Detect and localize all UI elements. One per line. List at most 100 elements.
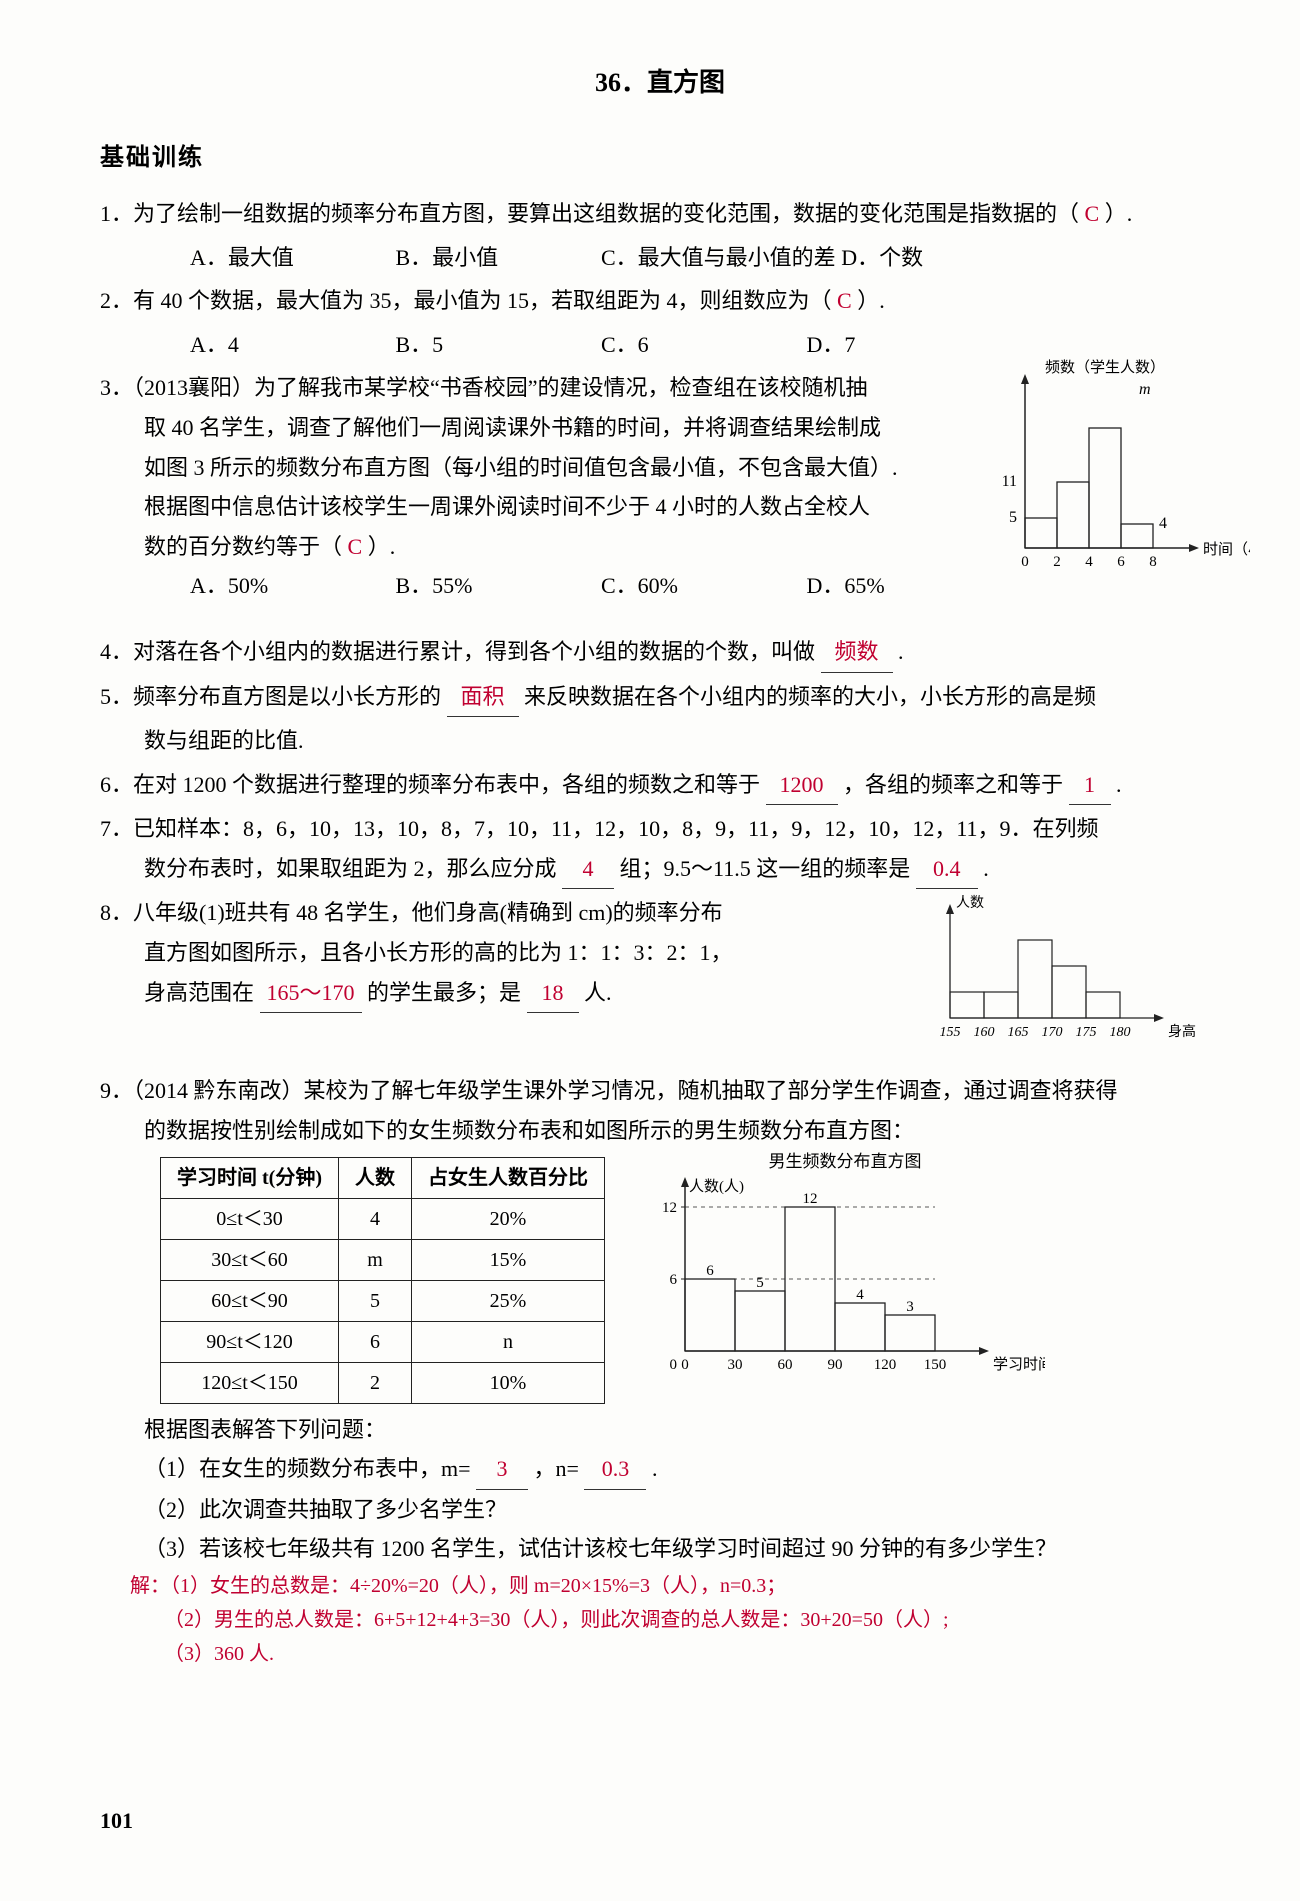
- table-cell: 2: [338, 1362, 411, 1403]
- q3-stem-a: 数的百分数约等于（: [144, 534, 342, 559]
- q2-opt-b: B．5: [396, 325, 596, 365]
- table-cell: 15%: [411, 1239, 604, 1280]
- question-1: 1．为了绘制一组数据的频率分布直方图，要算出这组数据的变化范围，数据的变化范围是…: [100, 194, 1220, 234]
- q7-d: .: [983, 856, 989, 881]
- svg-text:90: 90: [827, 1357, 842, 1373]
- q4-answer: 频数: [821, 632, 893, 673]
- q9-sub1b: ，n=: [534, 1456, 579, 1481]
- svg-text:0: 0: [681, 1357, 689, 1373]
- q7-b: 数分布表时，如果取组距为 2，那么应分成: [144, 856, 557, 881]
- table-header: 学习时间 t(分钟): [161, 1157, 339, 1198]
- q9-chart: 男生频数分布直方图61265124303060901201500人数(人)学习时…: [625, 1151, 1045, 1404]
- q2-opt-c: C．6: [601, 325, 801, 365]
- svg-text:175: 175: [1076, 1025, 1097, 1040]
- q9-answer-n: 0.3: [584, 1449, 646, 1490]
- svg-text:学习时间(分): 学习时间(分): [993, 1356, 1045, 1373]
- q3-chart: 511m402468频数（学生人数）时间（小时）: [990, 358, 1250, 601]
- table-cell: 5: [338, 1280, 411, 1321]
- q3-opt-c: C．60%: [601, 566, 801, 606]
- question-7: 7．已知样本：8，6，10，13，10，8，7，10，11，12，10，8，9，…: [100, 809, 1220, 889]
- q7-answer-1: 4: [562, 849, 614, 890]
- question-5: 5．频率分布直方图是以小长方形的 面积 来反映数据在各个小组内的频率的大小，小长…: [100, 677, 1220, 718]
- table-row: 30≤t＜60m15%: [161, 1239, 605, 1280]
- q9-sub1a: （1）在女生的频数分布表中，m=: [144, 1456, 471, 1481]
- table-cell: 30≤t＜60: [161, 1239, 339, 1280]
- svg-text:3: 3: [906, 1299, 914, 1315]
- svg-text:160: 160: [974, 1025, 995, 1040]
- svg-text:8: 8: [1149, 554, 1157, 570]
- q8-l3b: 的学生最多；是: [367, 980, 521, 1005]
- q9-table: 学习时间 t(分钟)人数占女生人数百分比 0≤t＜30420%30≤t＜60m1…: [160, 1157, 605, 1404]
- table-row: 120≤t＜150210%: [161, 1362, 605, 1403]
- svg-text:165: 165: [1008, 1025, 1029, 1040]
- svg-text:30: 30: [727, 1357, 742, 1373]
- q9-sub-3: （3）若该校七年级共有 1200 名学生，试估计该校七年级学习时间超过 90 分…: [100, 1529, 1220, 1569]
- svg-text:0: 0: [1021, 554, 1029, 570]
- table-cell: m: [338, 1239, 411, 1280]
- q4-a: 4．对落在各个小组内的数据进行累计，得到各个小组的数据的个数，叫做: [100, 639, 815, 664]
- svg-text:时间（小时）: 时间（小时）: [1203, 541, 1250, 558]
- q9-sub-0: 根据图表解答下列问题：: [100, 1410, 1220, 1450]
- svg-text:2: 2: [1053, 554, 1061, 570]
- table-cell: n: [411, 1321, 604, 1362]
- q9-sol-2: （2）男生的总人数是：6+5+12+4+3=30（人），则此次调查的总人数是：3…: [130, 1609, 949, 1631]
- q9-l1: 9．（2014 黔东南改）某校为了解七年级学生课外学习情况，随机抽取了部分学生作…: [100, 1071, 1220, 1111]
- q9-solution: 解：（1）女生的总数是：4÷20%=20（人），则 m=20×15%=3（人），…: [100, 1569, 1220, 1671]
- q8-l3a: 身高范围在: [144, 980, 254, 1005]
- q1-answer: C: [1085, 201, 1100, 226]
- q3-opt-d: D．65%: [807, 566, 1007, 606]
- svg-text:180: 180: [1110, 1025, 1131, 1040]
- q1-opt-a: A．最大值: [190, 238, 390, 278]
- q6-a: 6．在对 1200 个数据进行整理的频率分布表中，各组的频数之和等于: [100, 772, 760, 797]
- q9-sub1c: .: [652, 1456, 658, 1481]
- svg-text:4: 4: [1159, 515, 1167, 532]
- svg-text:170: 170: [1042, 1025, 1063, 1040]
- question-3: 3．（2013襄阳）为了解我市某学校“书香校园”的建设情况，检查组在该校随机抽 …: [100, 368, 1220, 606]
- question-9: 9．（2014 黔东南改）某校为了解七年级学生课外学习情况，随机抽取了部分学生作…: [100, 1071, 1220, 1671]
- svg-text:12: 12: [662, 1200, 677, 1216]
- svg-text:频数（学生人数）: 频数（学生人数）: [1045, 359, 1165, 376]
- question-4: 4．对落在各个小组内的数据进行累计，得到各个小组的数据的个数，叫做 频数 .: [100, 632, 1220, 673]
- q1-opt-d: D．个数: [841, 238, 1041, 278]
- worksheet-page: 36．直方图 基础训练 1．为了绘制一组数据的频率分布直方图，要算出这组数据的变…: [0, 0, 1300, 1901]
- q2-opt-a: A．4: [190, 325, 390, 365]
- q1-options: A．最大值 B．最小值 C．最大值与最小值的差 D．个数: [100, 238, 1220, 278]
- svg-text:身高: 身高: [1168, 1023, 1196, 1040]
- table-row: 0≤t＜30420%: [161, 1198, 605, 1239]
- q9-sol-3: （3）360 人.: [130, 1643, 274, 1665]
- q7-a: 7．已知样本：8，6，10，13，10，8，7，10，11，12，10，8，9，…: [100, 809, 1220, 849]
- q8-answer-1: 165～170: [260, 973, 362, 1014]
- table-cell: 4: [338, 1198, 411, 1239]
- svg-text:5: 5: [756, 1275, 764, 1291]
- table-row: 60≤t＜90525%: [161, 1280, 605, 1321]
- q2-answer: C: [837, 288, 852, 313]
- table-row: 90≤t＜1206n: [161, 1321, 605, 1362]
- q9-sub-1: （1）在女生的频数分布表中，m= 3 ，n= 0.3 .: [100, 1449, 1220, 1490]
- q8-answer-2: 18: [527, 973, 579, 1014]
- q9-sol-head: 解：: [130, 1575, 170, 1597]
- q5-answer: 面积: [447, 677, 519, 718]
- table-header: 人数: [338, 1157, 411, 1198]
- section-heading: 基础训练: [100, 137, 1220, 180]
- q2-opt-d: D．7: [807, 325, 1007, 365]
- q2-stem: 2．有 40 个数据，最大值为 35，最小值为 15，若取组距为 4，则组数应为…: [100, 288, 832, 313]
- q7-c: 组；9.5～11.5 这一组的频率是: [620, 856, 911, 881]
- q9-answer-m: 3: [476, 1449, 528, 1490]
- q9-sol-1: （1）女生的总数是：4÷20%=20（人），则 m=20×15%=3（人），n=…: [170, 1575, 786, 1597]
- svg-text:0: 0: [669, 1357, 677, 1373]
- q5-c: 数与组距的比值.: [100, 721, 1220, 761]
- table-cell: 0≤t＜30: [161, 1198, 339, 1239]
- svg-text:11: 11: [1002, 473, 1017, 490]
- q8-l3c: 人.: [584, 980, 612, 1005]
- svg-text:6: 6: [1117, 554, 1125, 570]
- svg-text:120: 120: [874, 1357, 897, 1373]
- svg-text:男生频数分布直方图: 男生频数分布直方图: [768, 1152, 921, 1171]
- q1-stem: 1．为了绘制一组数据的频率分布直方图，要算出这组数据的变化范围，数据的变化范围是…: [100, 201, 1079, 226]
- page-title: 36．直方图: [100, 60, 1220, 107]
- table-cell: 6: [338, 1321, 411, 1362]
- q1-opt-c: C．最大值与最小值的差: [601, 238, 836, 278]
- question-6: 6．在对 1200 个数据进行整理的频率分布表中，各组的频数之和等于 1200 …: [100, 765, 1220, 806]
- svg-text:5: 5: [1009, 509, 1017, 526]
- q3-stem-b: ）.: [368, 534, 396, 559]
- svg-text:6: 6: [669, 1272, 677, 1288]
